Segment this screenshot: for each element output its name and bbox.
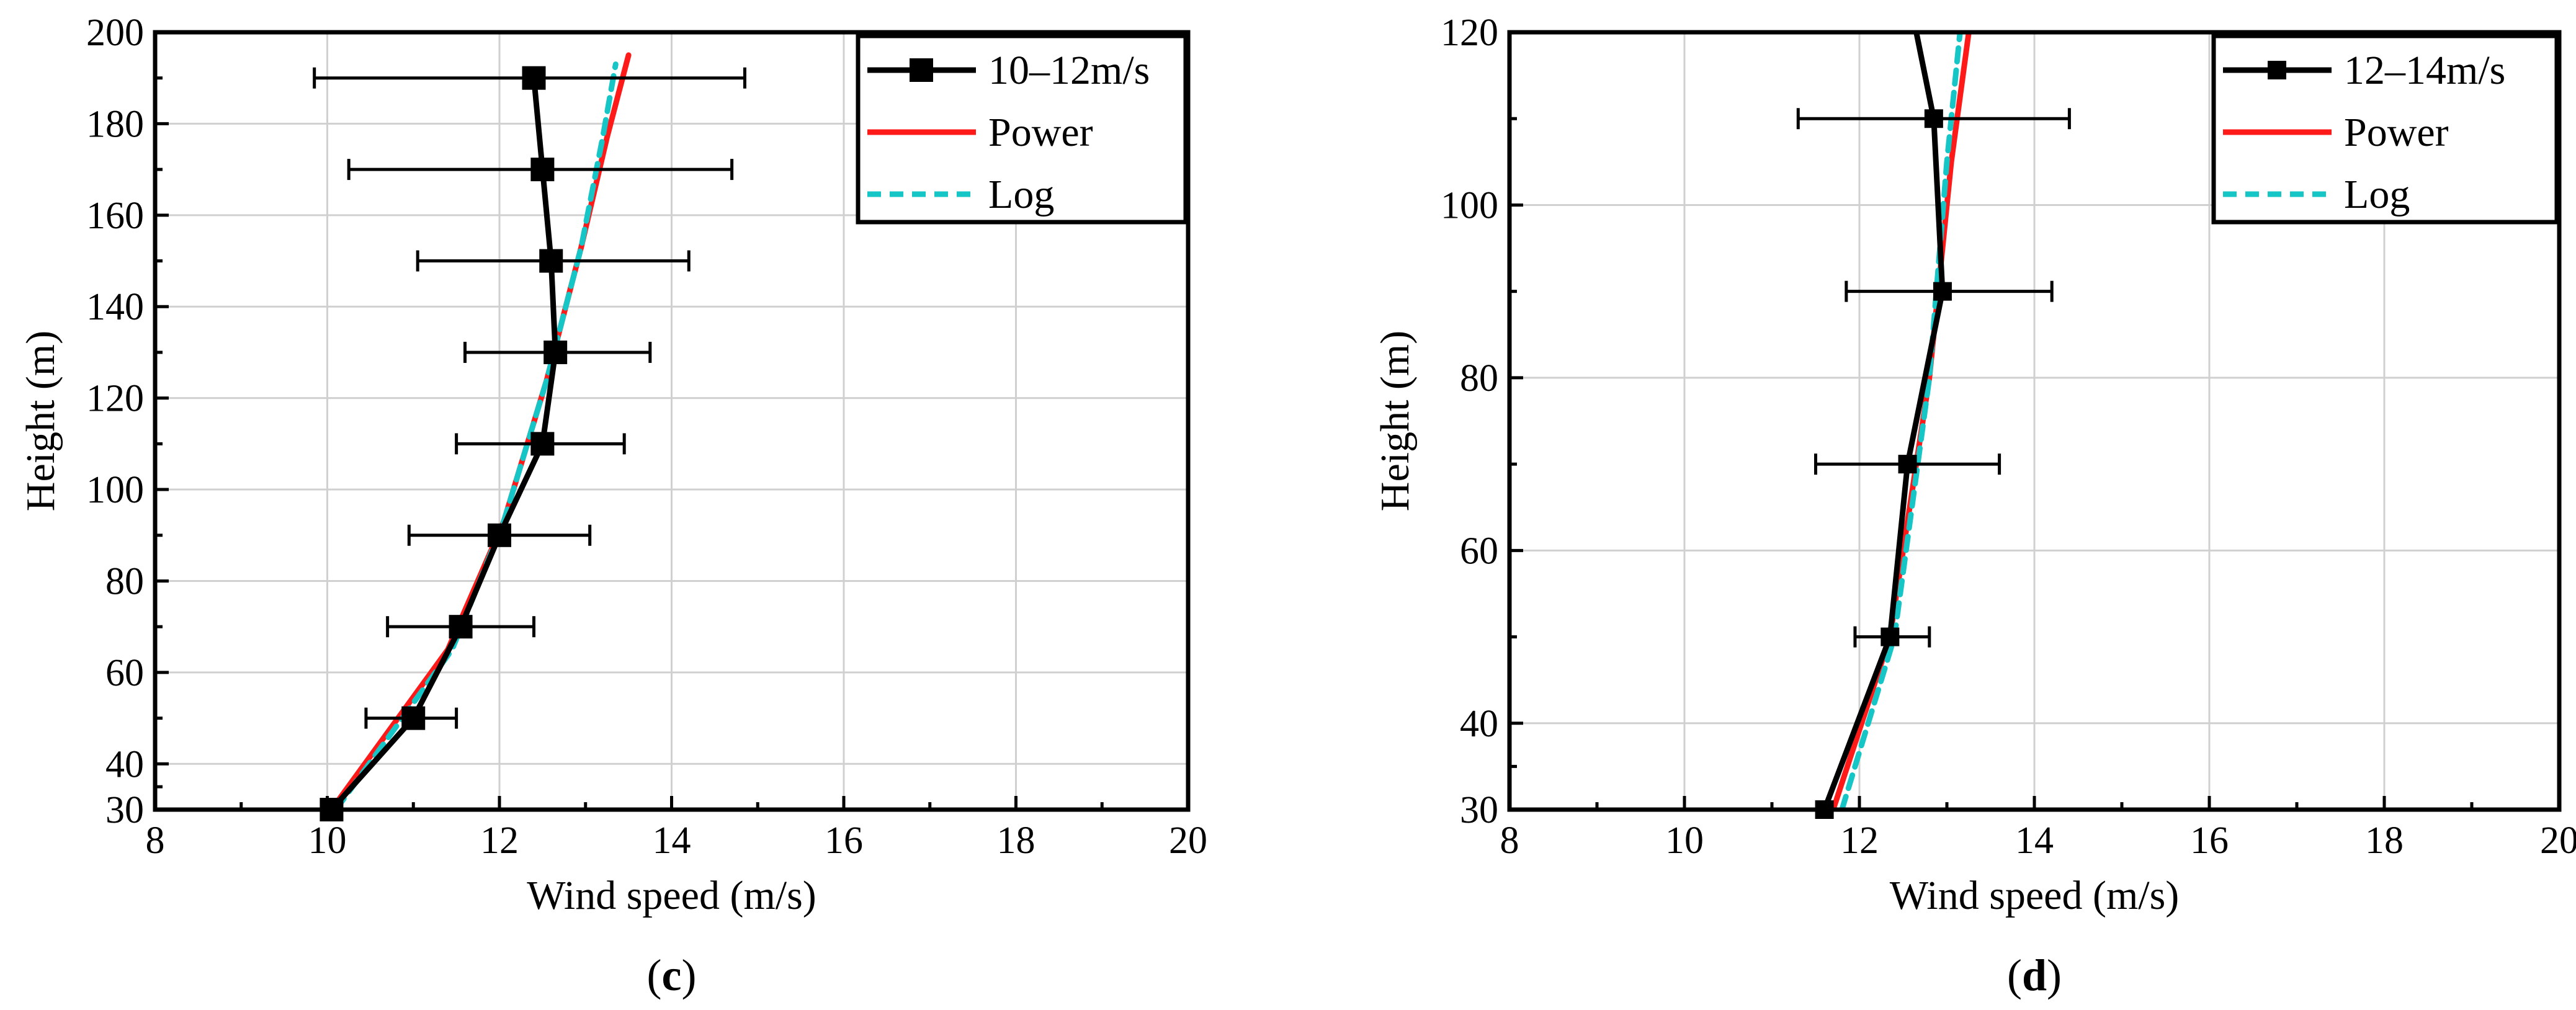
x-tick-label: 14 [653,820,691,862]
y-tick-label: 80 [105,560,144,602]
plot-frame [1507,30,2562,812]
y-tick-label: 60 [1460,530,1498,572]
panel-label: (d) [2007,950,2062,1000]
data-point-marker [401,706,426,730]
y-tick-label: 120 [86,378,144,420]
data-point-marker [522,66,546,90]
legend-marker [910,58,933,82]
data-point-marker [488,523,511,547]
legend-label-power: Power [2344,110,2449,155]
y-tick-label: 30 [1460,789,1498,831]
y-tick-label: 80 [1460,357,1498,400]
y-axis-title: Height (m) [1372,331,1418,511]
x-tick-label: 18 [2365,820,2404,862]
series-line-measured [1822,32,1946,810]
legend-label-log: Log [988,172,1054,217]
data-point-marker [1898,455,1917,474]
panel-label: (c) [647,950,697,1000]
x-tick-label: 14 [2015,820,2054,862]
y-tick-label: 40 [105,743,144,785]
data-point-marker [1933,282,1952,301]
panel-label-letter: d [2022,950,2047,1000]
plot-frame [153,30,1191,812]
x-tick-label: 8 [146,820,165,862]
x-tick-label: 10 [308,820,347,862]
chart-panel-d: 8 10 12 14 16 18 20 30 40 60 80 100 120 Wind speed (m… [1372,12,2576,1000]
data-point-marker [530,432,555,456]
y-tick-label: 40 [1460,703,1498,745]
x-tick-label: 12 [1840,820,1879,862]
x-tick-label: 16 [825,820,863,862]
y-tick-label: 120 [1441,12,1498,54]
y-axis-title: Height (m) [18,331,63,511]
data-point-marker [543,340,568,364]
legend: 12–14m/s Power Log [2211,34,2559,225]
series-line-log [333,61,619,810]
x-axis-title: Wind speed (m/s) [527,873,816,918]
legend: 10–12m/s Power Log [856,34,1188,225]
x-axis-title: Wind speed (m/s) [1890,873,2180,918]
data-point-marker [1881,627,1900,646]
y-tick-label: 60 [105,652,144,694]
legend-label-power: Power [988,110,1093,155]
y-tick-label: 100 [86,469,144,511]
legend-label-log: Log [2344,172,2410,217]
plot-area [313,52,746,810]
x-tick-label: 16 [2190,820,2229,862]
x-tick-label: 18 [997,820,1035,862]
legend-label-12-14m-s: 12–14m/s [2344,48,2505,93]
y-tick-label: 140 [86,286,144,328]
x-tick-label: 20 [1169,820,1207,862]
y-tick-label: 180 [86,103,144,145]
legend-marker [2268,61,2286,79]
data-point-marker [530,158,555,182]
data-point-marker [539,249,563,273]
x-tick-label: 20 [2540,820,2576,862]
y-tick-label: 160 [86,195,144,237]
legend-label-10-12m-s: 10–12m/s [988,48,1150,93]
y-tick-label: 200 [86,12,144,54]
plot-area [1796,32,2071,810]
x-tick-label: 10 [1665,820,1704,862]
data-point-marker [1924,109,1943,128]
x-tick-label: 12 [480,820,519,862]
y-tick-label: 30 [105,789,144,831]
y-tick-label: 100 [1441,184,1498,226]
data-point-marker [449,615,473,639]
x-tick-label: 8 [1500,820,1519,862]
panel-label-letter: c [662,950,682,1000]
